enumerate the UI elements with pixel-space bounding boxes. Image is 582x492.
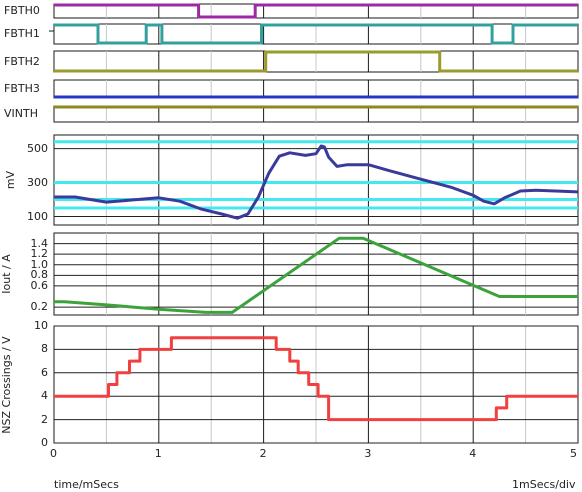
nsz-trace [54, 336, 578, 422]
time-tick-label: 1 [154, 447, 162, 460]
time-tick-label: 2 [259, 447, 267, 460]
digital-trace-fbth1 [54, 23, 578, 45]
iout-axis-label: Iout / A [0, 254, 13, 294]
mv-axis-label: mV [4, 170, 17, 190]
iout-tick-label: 0.8 [30, 268, 49, 282]
digital-trace-fbth2 [54, 50, 578, 73]
iout-tick-label: 1.4 [30, 236, 49, 250]
nsz-tick-label: 4 [41, 389, 48, 403]
nsz-tick-label: 6 [41, 365, 48, 379]
iout-tick-label: 0.2 [30, 300, 49, 314]
mv-tick-label: 100 [27, 209, 48, 223]
mv-tick-label: 500 [27, 141, 48, 155]
iout-tick-label: 1.2 [30, 247, 49, 261]
digital-label-vinth: VINTH [4, 107, 38, 120]
iout-tick-label: 0.6 [30, 278, 49, 292]
mv-tick-label: 300 [27, 175, 48, 189]
digital-label-fbth3: FBTH3 [4, 82, 40, 95]
iout-tick-label: 1.0 [30, 257, 49, 271]
nsz-axis-label: NSZ Crossings / V [0, 335, 13, 434]
digital-label-fbth1: FBTH1 [4, 27, 40, 40]
x-axis-label: time/mSecs [54, 478, 119, 491]
time-tick-label: 3 [364, 447, 372, 460]
nsz-tick-label: 0 [41, 436, 48, 449]
nsz-tick-label: 2 [41, 412, 48, 426]
nsz-tick-label: 8 [41, 342, 48, 356]
digital-label-fbth0: FBTH0 [4, 4, 40, 17]
time-tick-label: 4 [469, 447, 477, 460]
scale-label: 1mSecs/div [512, 478, 576, 491]
time-tick-label: 0 [50, 447, 57, 460]
nsz-tick-label: 10 [34, 319, 48, 332]
digital-trace-fbth0 [54, 3, 578, 19]
iout-trace [54, 236, 578, 314]
digital-label-fbth2: FBTH2 [4, 54, 40, 68]
time-tick-label: 5 [570, 447, 577, 460]
mv-trace [54, 144, 579, 220]
